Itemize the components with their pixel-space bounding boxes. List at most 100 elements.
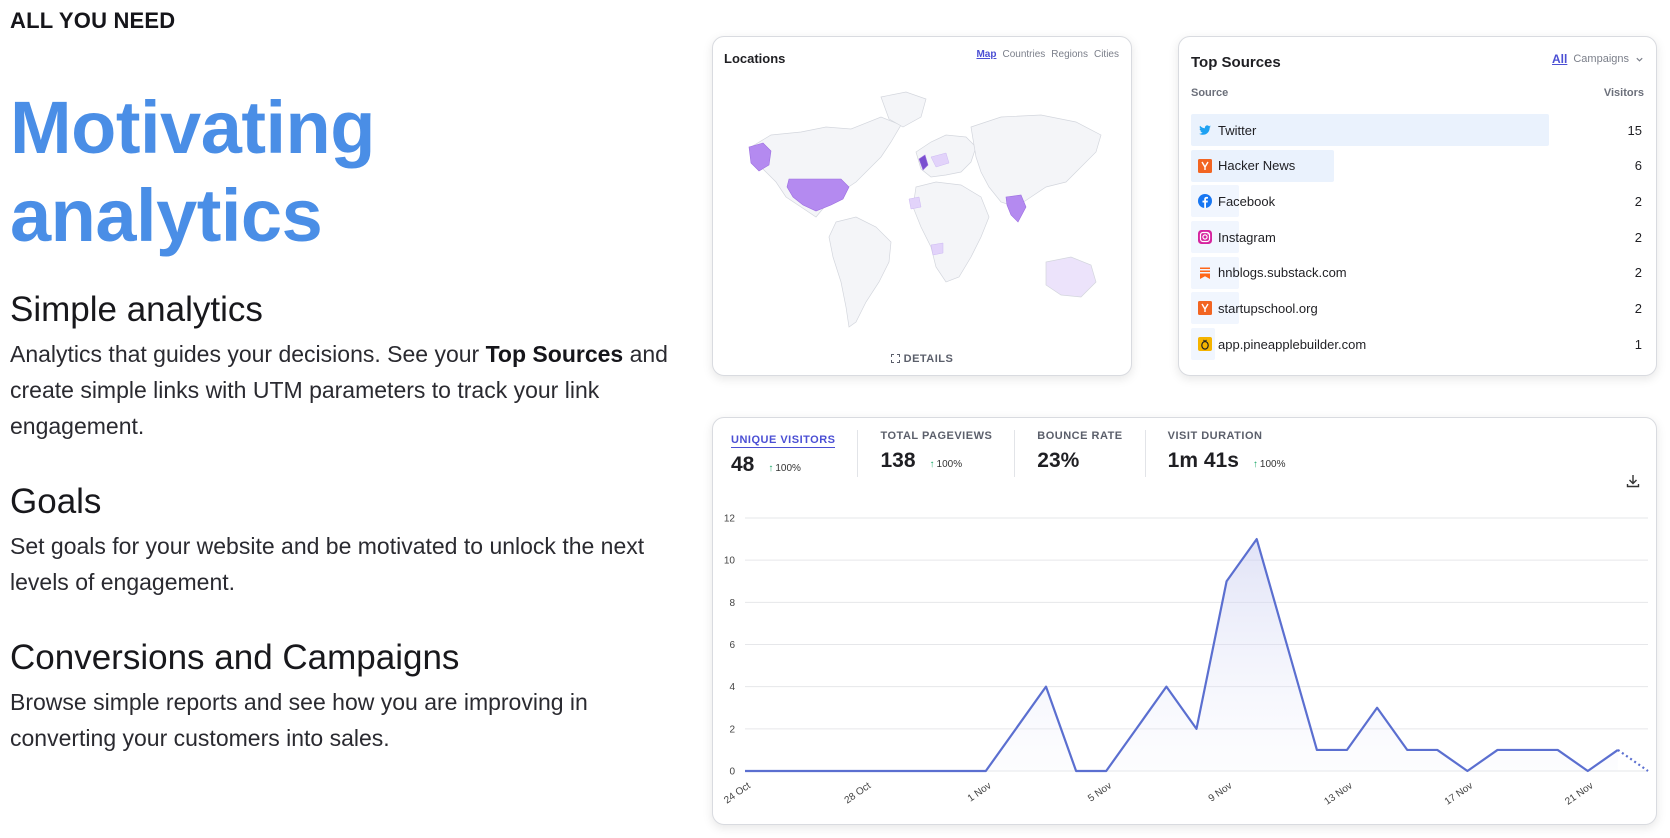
download-icon[interactable] (1626, 474, 1640, 488)
tab-regions[interactable]: Regions (1051, 49, 1088, 60)
map-australia (1045, 256, 1097, 298)
source-row[interactable]: hnblogs.substack.com 2 (1191, 256, 1644, 289)
tab-countries[interactable]: Countries (1002, 49, 1046, 60)
expand-icon (890, 354, 900, 363)
tab-cities[interactable]: Cities (1093, 49, 1119, 60)
feature-conversions: Conversions and Campaigns Browse simple … (10, 638, 670, 756)
feature-simple-analytics: Simple analytics Analytics that guides y… (10, 290, 670, 444)
chevron-down-icon[interactable] (1635, 55, 1644, 64)
stat-label: TOTAL PAGEVIEWS (880, 430, 993, 442)
top-sources-header: Source Visitors (1191, 87, 1644, 99)
y-tick-label: 0 (729, 767, 735, 778)
x-tick-label: 17 Nov (1443, 780, 1475, 807)
arrow-up-icon: ↑ (768, 463, 774, 474)
map-greenland (880, 91, 927, 128)
source-row[interactable]: Twitter 15 (1191, 114, 1644, 146)
feature-goals: Goals Set goals for your website and be … (10, 482, 670, 600)
source-row[interactable]: Facebook 2 (1191, 185, 1644, 218)
tab-campaigns[interactable]: Campaigns (1573, 53, 1629, 65)
source-row[interactable]: Instagram 2 (1191, 221, 1644, 254)
source-name: app.pineapplebuilder.com (1191, 337, 1366, 352)
twitter-icon (1198, 123, 1212, 137)
feature-title: Conversions and Campaigns (10, 638, 460, 677)
source-visitors: 2 (1634, 300, 1642, 316)
source-label: Hacker News (1218, 158, 1296, 174)
eyebrow-label: ALL YOU NEED (10, 8, 176, 33)
stat-delta: ↑ 100% (1252, 459, 1286, 470)
facebook-icon (1198, 194, 1212, 209)
source-label: Twitter (1218, 122, 1257, 138)
x-tick-label: 28 Oct (843, 780, 874, 806)
details-button[interactable]: DETAILS (713, 353, 1131, 365)
y-tick-label: 4 (729, 682, 735, 693)
stat-label: BOUNCE RATE (1037, 430, 1123, 442)
instagram-icon (1198, 230, 1212, 245)
source-name: Hacker News (1191, 158, 1295, 173)
y-tick-label: 8 (729, 598, 735, 609)
stats-row: UNIQUE VISITORS 48 ↑ 100% TOTAL PAGEVIEWS 138… (731, 430, 1307, 477)
arrow-up-icon: ↑ (929, 459, 935, 470)
stat-bounce-rate[interactable]: BOUNCE RATE 23% (1014, 430, 1144, 477)
visitors-chart-card: 0 2 4 6 8 10 12 24 Oct 28 Oct 1 Nov 5 Nov 9 Nov 13 N… (712, 417, 1657, 825)
source-name: hnblogs.substack.com (1191, 265, 1347, 280)
hero-title: Motivating analytics (10, 84, 375, 260)
locations-title: Locations (724, 51, 786, 66)
map-europe-highlight (930, 152, 950, 168)
source-name: Facebook (1191, 194, 1275, 209)
source-row[interactable]: app.pineapplebuilder.com 1 (1191, 328, 1644, 361)
visitors-line-chart: 0 2 4 6 8 10 12 24 Oct 28 Oct 1 Nov 5 Nov 9 Nov 13 N… (722, 514, 1649, 808)
stat-visit-duration[interactable]: VISIT DURATION 1m 41s ↑ 100% (1144, 430, 1308, 477)
source-name: Instagram (1191, 230, 1276, 245)
source-visitors: 2 (1634, 193, 1642, 209)
top-sources-card: Top Sources All Campaigns Source Visitor… (1178, 36, 1657, 376)
y-tick-label: 10 (724, 556, 736, 567)
stat-unique-visitors[interactable]: UNIQUE VISITORS 48 ↑ 100% (731, 430, 857, 477)
locations-tabs: Map Countries Regions Cities (976, 49, 1119, 60)
x-tick-label: 13 Nov (1322, 780, 1354, 807)
source-label: Facebook (1218, 193, 1276, 209)
source-bar (1191, 114, 1549, 146)
source-visitors: 2 (1634, 229, 1642, 245)
source-visitors: 2 (1634, 265, 1642, 281)
stat-value: 23% (1037, 449, 1080, 472)
stat-value: 138 (880, 449, 916, 472)
map-africa (912, 181, 990, 283)
tab-all[interactable]: All (1552, 52, 1568, 66)
source-visitors: 15 (1627, 122, 1642, 138)
source-label: startupschool.org (1218, 300, 1318, 316)
stat-value: 1m 41s (1167, 449, 1239, 472)
y-tick-label: 12 (724, 514, 736, 525)
x-tick-label: 5 Nov (1086, 780, 1114, 804)
substack-icon (1198, 266, 1212, 280)
top-sources-tabs: All Campaigns (1552, 52, 1644, 66)
source-name: startupschool.org (1191, 301, 1318, 316)
y-tick-label: 2 (729, 724, 735, 735)
map-southern-africa-highlight (930, 242, 944, 256)
series-line-incomplete (1617, 749, 1649, 772)
arrow-up-icon: ↑ (1252, 459, 1258, 470)
stat-label: VISIT DURATION (1167, 430, 1263, 442)
col-source: Source (1191, 87, 1229, 99)
map-asia (970, 114, 1102, 208)
top-sources-list: Twitter 15 Hacker News 6 Facebook 2 Instagram 2… (1191, 114, 1644, 364)
stat-label: UNIQUE VISITORS (731, 434, 836, 448)
feature-text: Analytics that guides your decisions. Se… (10, 341, 668, 439)
stat-delta: ↑ 100% (768, 463, 801, 474)
source-row[interactable]: startupschool.org 2 (1191, 292, 1644, 325)
stat-delta: ↑ 100% (929, 459, 963, 470)
feature-title: Simple analytics (10, 290, 263, 329)
source-row[interactable]: Hacker News 6 (1191, 149, 1644, 182)
map-north-america (750, 116, 902, 218)
x-tick-label: 21 Nov (1563, 780, 1595, 807)
map-uk (918, 154, 929, 171)
top-sources-title: Top Sources (1191, 54, 1281, 71)
feature-text: Set goals for your website and be motiva… (10, 533, 645, 595)
stat-total-pageviews[interactable]: TOTAL PAGEVIEWS 138 ↑ 100% (857, 430, 1014, 477)
tab-map[interactable]: Map (976, 49, 997, 60)
source-visitors: 1 (1634, 336, 1642, 352)
world-map[interactable] (731, 87, 1116, 337)
hacker-news-icon (1198, 158, 1212, 173)
source-bar (1191, 256, 1239, 289)
feature-title: Goals (10, 482, 102, 521)
hero-line-2: analytics (10, 174, 323, 257)
